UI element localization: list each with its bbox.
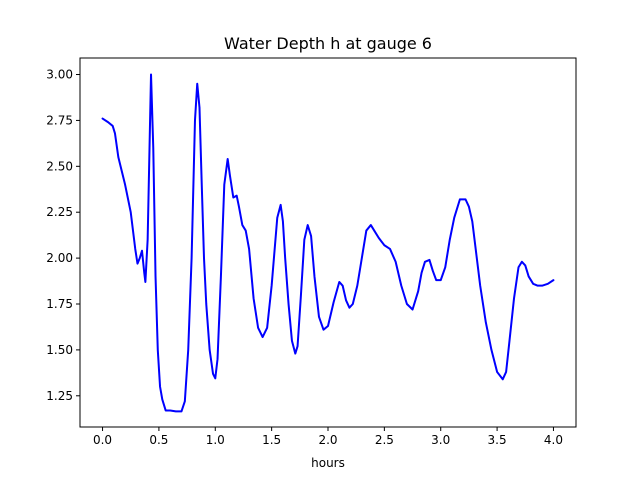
x-tick-label: 4.0	[544, 433, 563, 447]
x-axis-label: hours	[311, 456, 345, 470]
y-tick-label: 3.00	[46, 68, 73, 82]
y-tick-label: 2.25	[46, 205, 73, 219]
x-tick-label: 2.0	[318, 433, 337, 447]
x-tick-label: 0.5	[149, 433, 168, 447]
x-tick-label: 2.5	[375, 433, 394, 447]
x-axis-ticks: 0.0 0.5 1.0 1.5 2.0 2.5 3.0 3.5 4.0	[93, 427, 563, 447]
y-tick-label: 2.50	[46, 159, 73, 173]
y-tick-label: 1.25	[46, 389, 73, 403]
y-tick-label: 1.50	[46, 343, 73, 357]
y-tick-label: 2.75	[46, 113, 73, 127]
y-axis-ticks: 1.25 1.50 1.75 2.00 2.25 2.50 2.75 3.00	[46, 68, 80, 403]
chart-title: Water Depth h at gauge 6	[224, 34, 432, 53]
y-tick-label: 2.00	[46, 251, 73, 265]
x-tick-label: 3.0	[431, 433, 450, 447]
x-tick-label: 3.5	[488, 433, 507, 447]
x-tick-label: 1.5	[262, 433, 281, 447]
x-tick-label: 0.0	[93, 433, 112, 447]
series-line-0	[101, 73, 555, 413]
x-tick-label: 1.0	[206, 433, 225, 447]
y-tick-label: 1.75	[46, 297, 73, 311]
